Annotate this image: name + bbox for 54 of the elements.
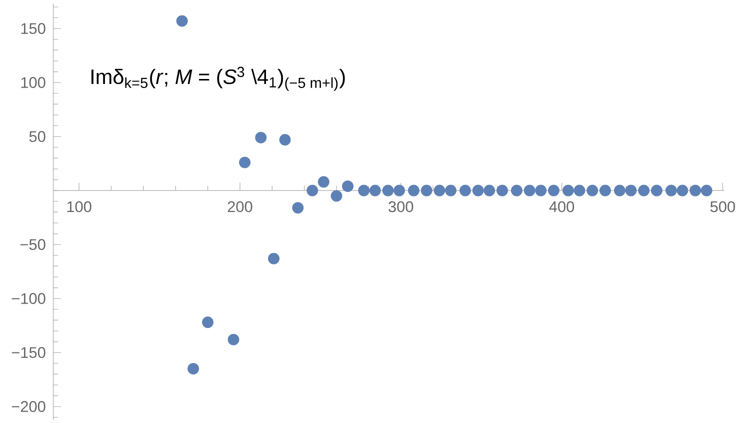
point — [176, 15, 188, 27]
chart-title: Imδ$_{k=5}$(r; M = (S$^{3}$ \4$_{1}$)$_{(−5 m+l)}$) — [91, 66, 345, 91]
point — [228, 334, 240, 346]
point — [665, 184, 677, 196]
point — [510, 184, 522, 196]
point — [292, 202, 304, 214]
point — [255, 132, 267, 144]
point — [599, 184, 611, 196]
point — [188, 362, 200, 374]
point — [408, 184, 420, 196]
point — [586, 184, 598, 196]
point — [420, 184, 432, 196]
point — [369, 184, 381, 196]
y-tick-label: −50 — [20, 239, 46, 250]
point — [330, 190, 342, 202]
point — [358, 184, 370, 196]
point — [394, 184, 405, 196]
point — [638, 184, 650, 196]
point — [690, 184, 702, 196]
point — [548, 184, 560, 196]
y-tick-label: 100 — [21, 77, 46, 88]
y-tick-label: −150 — [12, 347, 46, 358]
point — [472, 184, 484, 196]
x-tick-label: 500 — [710, 201, 735, 212]
point — [614, 184, 626, 196]
point — [535, 184, 547, 196]
point — [700, 184, 712, 196]
point — [279, 134, 291, 146]
point — [574, 184, 586, 196]
point — [562, 184, 574, 196]
point — [524, 184, 536, 196]
x-tick-label: 200 — [228, 201, 252, 212]
point — [434, 184, 446, 196]
point — [306, 184, 318, 196]
point — [202, 316, 214, 328]
y-tick-label: −200 — [12, 401, 46, 412]
x-tick-label: 300 — [388, 201, 414, 212]
point — [625, 184, 637, 196]
x-tick-label: 100 — [67, 201, 92, 212]
point — [239, 156, 251, 168]
x-tick-label: 400 — [549, 201, 574, 212]
y-tick-label: 50 — [29, 131, 46, 142]
point — [459, 184, 471, 196]
point — [484, 184, 496, 196]
y-tick-label: −100 — [12, 293, 46, 304]
point — [650, 184, 662, 196]
point — [445, 184, 456, 196]
point — [676, 184, 688, 196]
y-tick-label: 150 — [21, 23, 46, 34]
point — [268, 252, 280, 264]
point — [496, 184, 508, 196]
point — [382, 184, 394, 196]
point — [318, 176, 330, 188]
point — [342, 180, 354, 192]
